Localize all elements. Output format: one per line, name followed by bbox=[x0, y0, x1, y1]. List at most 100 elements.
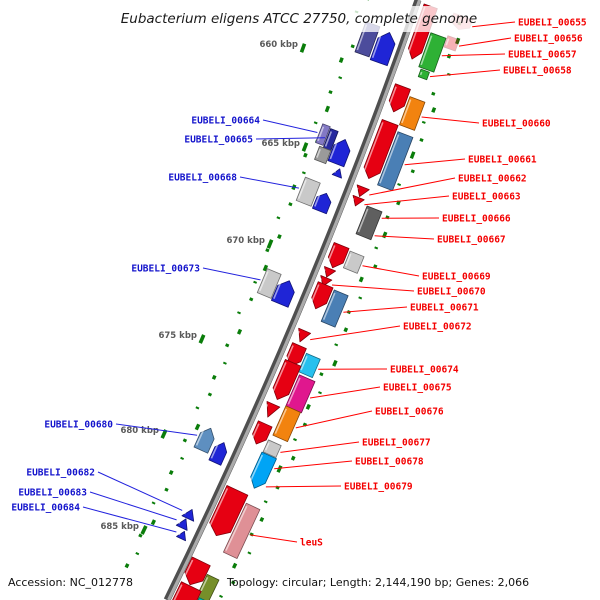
gene-label-reverse[interactable]: EUBELI_00673 bbox=[131, 264, 200, 275]
gene-arrow[interactable] bbox=[175, 516, 191, 531]
gene-arrow[interactable] bbox=[295, 176, 321, 207]
gene-bevel-highlight bbox=[319, 278, 323, 283]
feature-dash bbox=[332, 359, 338, 367]
feature-dash bbox=[455, 37, 461, 45]
gene-arrow[interactable] bbox=[285, 374, 316, 414]
leader-line-forward bbox=[265, 485, 342, 488]
feature-dash bbox=[231, 562, 238, 569]
gene-bevel-highlight bbox=[271, 362, 287, 395]
scale-label: 680 kbp bbox=[120, 426, 159, 436]
feature-dash bbox=[288, 202, 293, 207]
leader-line-reverse bbox=[255, 137, 326, 140]
gene-g22 bbox=[269, 359, 302, 402]
gene-label-reverse[interactable]: EUBELI_00682 bbox=[26, 468, 95, 479]
gene-label-forward[interactable]: EUBELI_00672 bbox=[403, 322, 472, 333]
gene-label-forward[interactable]: EUBELI_00655 bbox=[518, 18, 587, 29]
gene-arrow[interactable] bbox=[350, 194, 365, 208]
gene-arrow[interactable] bbox=[399, 96, 426, 131]
gene-arrow[interactable] bbox=[312, 191, 333, 215]
gene-arrow[interactable] bbox=[271, 277, 297, 308]
gene-arrow[interactable] bbox=[369, 29, 398, 67]
gene-label-forward[interactable]: EUBELI_00660 bbox=[482, 119, 551, 130]
gene-label-forward[interactable]: EUBELI_00669 bbox=[422, 272, 491, 283]
gene-arrow[interactable] bbox=[320, 289, 349, 328]
gene-arrow[interactable] bbox=[272, 405, 301, 443]
leader-line-reverse bbox=[97, 471, 183, 511]
gene-label-forward[interactable]: EUBELI_00657 bbox=[508, 50, 577, 61]
gene-label-forward[interactable]: EUBELI_00667 bbox=[437, 235, 506, 246]
gene-bevel-highlight bbox=[317, 126, 325, 142]
gene-bevel-highlight bbox=[183, 509, 188, 515]
gene-label-forward[interactable]: EUBELI_00677 bbox=[362, 438, 431, 449]
gene-label-forward[interactable]: EUBELI_00658 bbox=[503, 66, 572, 77]
feature-dash bbox=[138, 533, 143, 538]
gene-label-forward[interactable]: EUBELI_00663 bbox=[452, 192, 521, 203]
feature-dash bbox=[194, 423, 201, 431]
gene-label-reverse[interactable]: EUBELI_00664 bbox=[191, 116, 260, 127]
gene-label-reverse[interactable]: EUBELI_00683 bbox=[18, 488, 87, 499]
gene-arrow[interactable] bbox=[193, 425, 218, 454]
gene-label-forward[interactable]: EUBELI_00676 bbox=[375, 407, 444, 418]
gene-arrow[interactable] bbox=[223, 502, 261, 559]
gene-arrow[interactable] bbox=[181, 507, 198, 522]
leader-line-reverse bbox=[202, 267, 261, 281]
feature-dash bbox=[225, 343, 230, 348]
gene-arrow[interactable] bbox=[327, 136, 353, 168]
gene-arrow[interactable] bbox=[342, 250, 365, 274]
gene-label-reverse[interactable]: EUBELI_00665 bbox=[184, 135, 253, 146]
gene-g26 bbox=[251, 420, 273, 445]
gene-bevel-highlight bbox=[274, 408, 288, 434]
gene-g33 bbox=[170, 581, 202, 600]
scale-tick bbox=[301, 142, 309, 152]
feature-dash bbox=[277, 234, 282, 240]
gene-arrow[interactable] bbox=[321, 266, 336, 279]
gene-arrow[interactable] bbox=[269, 359, 302, 402]
gene-label-forward[interactable]: EUBELI_00661 bbox=[468, 155, 537, 166]
gene-arrow[interactable] bbox=[417, 68, 430, 81]
gene-label-forward[interactable]: EUBELI_00674 bbox=[390, 365, 459, 376]
gene-arrow[interactable] bbox=[256, 268, 282, 299]
gene-g24 bbox=[272, 405, 301, 443]
scale-tick bbox=[140, 525, 148, 535]
gene-arrow[interactable] bbox=[298, 352, 321, 379]
gene-label-reverse[interactable]: EUBELI_00684 bbox=[11, 503, 80, 514]
leader-line-forward bbox=[429, 69, 501, 78]
leader-line-reverse bbox=[262, 119, 318, 133]
gene-arrow[interactable] bbox=[208, 440, 230, 466]
gene-arrow[interactable] bbox=[355, 205, 383, 241]
feature-dash bbox=[290, 455, 296, 461]
gene-bevel-highlight bbox=[345, 253, 352, 267]
gene-label-forward[interactable]: EUBELI_00679 bbox=[344, 482, 413, 493]
gene-label-forward[interactable]: leuS bbox=[300, 538, 323, 549]
gene-arrow[interactable] bbox=[353, 184, 370, 199]
gene-arrow[interactable] bbox=[315, 123, 331, 146]
gene-arrow[interactable] bbox=[247, 451, 277, 491]
gene-h14 bbox=[181, 507, 198, 522]
gene-arrow[interactable] bbox=[314, 145, 332, 165]
gene-arrow[interactable] bbox=[206, 485, 249, 540]
gene-arrow[interactable] bbox=[261, 401, 281, 419]
feature-dash bbox=[431, 107, 437, 113]
gene-label-forward[interactable]: EUBELI_00666 bbox=[442, 214, 511, 225]
gene-label-forward[interactable]: EUBELI_00656 bbox=[514, 34, 583, 45]
feature-dash bbox=[259, 516, 265, 523]
gene-arrow[interactable] bbox=[361, 119, 399, 181]
feature-dash bbox=[338, 57, 344, 64]
gene-bevel-highlight bbox=[178, 531, 182, 536]
gene-label-forward[interactable]: EUBELI_00675 bbox=[383, 383, 452, 394]
gene-label-reverse[interactable]: EUBELI_00680 bbox=[44, 420, 113, 431]
gene-label-forward[interactable]: EUBELI_00678 bbox=[355, 457, 424, 468]
gene-arrow[interactable] bbox=[294, 327, 312, 344]
gene-bevel-highlight bbox=[314, 193, 321, 207]
gene-arrow[interactable] bbox=[443, 35, 460, 52]
gene-label-forward[interactable]: EUBELI_00662 bbox=[458, 174, 527, 185]
leader-line-forward bbox=[331, 284, 415, 292]
gene-arrow[interactable] bbox=[176, 529, 189, 542]
gene-label-forward[interactable]: EUBELI_00670 bbox=[417, 287, 486, 298]
feature-dash bbox=[318, 391, 322, 395]
gene-label-forward[interactable]: EUBELI_00671 bbox=[410, 303, 479, 314]
gene-label-reverse[interactable]: EUBELI_00668 bbox=[168, 173, 237, 184]
gene-arrow[interactable] bbox=[418, 32, 447, 73]
gene-arrow[interactable] bbox=[331, 167, 344, 179]
